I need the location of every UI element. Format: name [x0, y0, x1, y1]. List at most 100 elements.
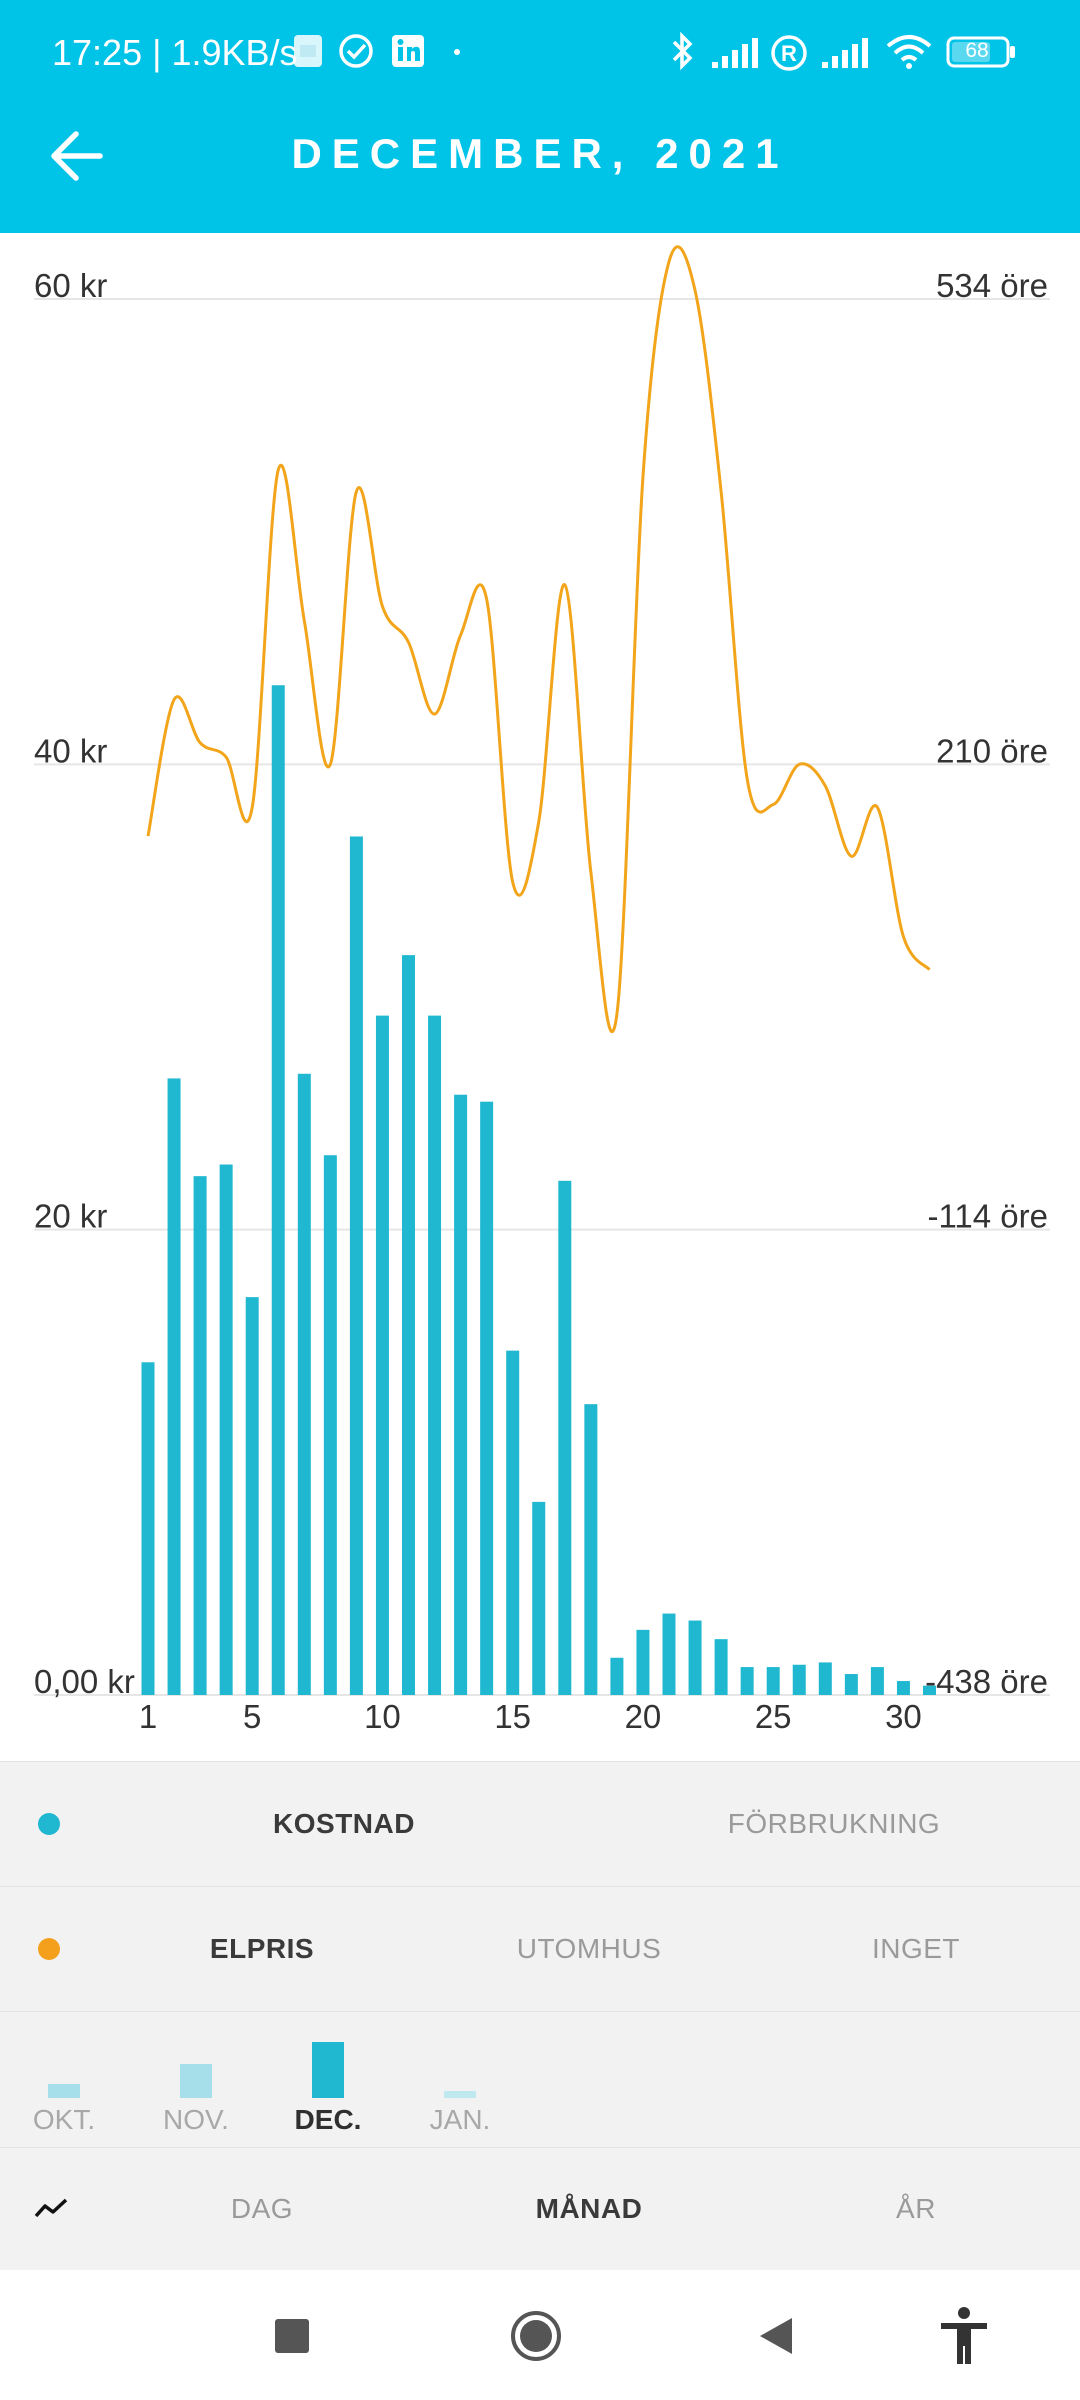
y-right-tick-label: -438 öre [925, 1663, 1048, 1700]
bar-day-2 [167, 1078, 181, 1695]
signal-1-icon [712, 38, 758, 68]
bar-day-6 [271, 685, 285, 1695]
bar-day-16 [532, 1501, 546, 1695]
bar-day-4 [219, 1164, 233, 1695]
back-triangle-icon[interactable] [758, 2316, 794, 2356]
page-title: DECEMBER, 2021 [291, 130, 789, 177]
x-tick-label: 10 [364, 1698, 401, 1735]
wifi-icon [886, 35, 932, 69]
bar-day-29 [870, 1667, 884, 1695]
x-tick-label: 1 [139, 1698, 157, 1735]
overlay-selector: ELPRIS UTOMHUS INGET [0, 1886, 1080, 2011]
month-nov-label: NOV. [163, 2104, 229, 2135]
bar-day-20 [636, 1629, 650, 1695]
bar-day-8 [323, 1155, 337, 1695]
metric-selector: KOSTNAD FÖRBRUKNING [0, 1761, 1080, 1886]
period-selector: DAG MÅNAD ÅR [0, 2147, 1080, 2271]
y-right-tick-label: 210 öre [936, 732, 1048, 769]
chart-area[interactable]: 60 kr 40 kr 20 kr 0,00 kr 534 öre 210 öre -114… [0, 233, 1080, 1760]
bar-day-22 [688, 1620, 702, 1695]
y-left-tick-label: 20 kr [34, 1198, 107, 1235]
option-utomhus[interactable]: UTOMHUS [516, 1933, 662, 1964]
bar-day-9 [349, 836, 363, 1695]
y-left-tick-label: 40 kr [34, 732, 107, 769]
month-okt-label: OKT. [32, 2104, 96, 2135]
accessibility-icon[interactable] [938, 2306, 990, 2366]
option-inget[interactable]: INGET [871, 1933, 961, 1964]
battery-indicator: 68 [946, 36, 1015, 68]
bar-day-7 [297, 1073, 311, 1695]
bar-day-27 [818, 1662, 832, 1695]
system-nav-bar [0, 2270, 1080, 2400]
status-bar: 17:25 | 1.9KB/s [0, 0, 1080, 105]
back-button[interactable] [48, 128, 108, 184]
month-jan-label: JAN. [429, 2104, 491, 2135]
month-nov-bar [180, 2064, 212, 2098]
y-left-tick-label: 0,00 kr [34, 1663, 135, 1700]
bar-day-30 [896, 1681, 910, 1695]
y-right-tick-label: 534 öre [936, 267, 1048, 304]
app-header: 17:25 | 1.9KB/s [0, 0, 1080, 233]
x-tick-label: 30 [885, 1698, 922, 1735]
month-dec[interactable]: DEC. [278, 2012, 378, 2136]
option-forbrukning[interactable]: FÖRBRUKNING [727, 1808, 941, 1839]
elpris-line [146, 245, 931, 1034]
bar-day-23 [714, 1639, 728, 1695]
bar-day-24 [740, 1667, 754, 1695]
x-tick-label: 20 [625, 1698, 662, 1735]
home-circle-icon[interactable] [510, 2310, 562, 2362]
combo-chart[interactable]: 60 kr 40 kr 20 kr 0,00 kr 534 öre 210 öre -114… [0, 233, 1080, 1760]
roaming-icon: R [771, 35, 807, 71]
month-jan-bar [444, 2091, 476, 2098]
bar-day-18 [584, 1404, 598, 1695]
bar-day-15 [506, 1350, 520, 1695]
battery-level: 68 [965, 39, 989, 62]
bar-day-3 [193, 1176, 207, 1695]
option-ar[interactable]: ÅR [896, 2193, 936, 2224]
month-jan[interactable]: JAN. [410, 2012, 510, 2136]
bluetooth-icon [672, 31, 693, 71]
bar-day-11 [402, 955, 415, 1695]
bar-day-5 [245, 1297, 259, 1695]
option-manad[interactable]: MÅNAD [535, 2193, 643, 2224]
x-tick-label: 15 [494, 1698, 531, 1735]
svg-text:R: R [781, 41, 797, 66]
bar-day-26 [792, 1664, 806, 1695]
bar-day-31 [923, 1685, 936, 1695]
gallery-notification-icon [294, 35, 322, 67]
month-dec-label: DEC. [294, 2104, 362, 2135]
month-okt[interactable]: OKT. [14, 2012, 114, 2136]
bar-day-1 [141, 1362, 155, 1695]
bar-day-12 [428, 1015, 442, 1695]
bar-day-10 [375, 1015, 389, 1695]
status-time: 17:25 | 1.9KB/s [52, 32, 298, 73]
x-tick-label: 5 [243, 1698, 261, 1735]
y-right-tick-label: -114 öre [928, 1198, 1048, 1235]
bar-day-17 [558, 1180, 572, 1695]
recents-square-icon[interactable] [274, 2318, 310, 2354]
option-elpris[interactable]: ELPRIS [209, 1933, 315, 1964]
month-selector: OKT. NOV. DEC. JAN. [0, 2011, 1080, 2147]
month-dec-bar [312, 2042, 344, 2098]
signal-2-icon [822, 38, 868, 68]
price-legend-dot [38, 1938, 60, 1960]
x-tick-label: 25 [755, 1698, 792, 1735]
check-circle-icon [339, 34, 373, 68]
trend-line-icon[interactable] [34, 2196, 68, 2220]
bar-day-19 [610, 1657, 624, 1695]
bar-day-28 [844, 1674, 858, 1695]
linkedin-icon [392, 35, 424, 67]
notification-dot-icon [454, 49, 460, 55]
month-nov[interactable]: NOV. [146, 2012, 246, 2136]
arrow-left-icon [51, 131, 103, 181]
battery-icon [946, 36, 1015, 68]
cost-legend-dot [38, 1813, 60, 1835]
bar-day-13 [454, 1094, 468, 1695]
option-dag[interactable]: DAG [230, 2193, 294, 2224]
bar-day-21 [662, 1613, 676, 1695]
option-kostnad[interactable]: KOSTNAD [273, 1808, 415, 1839]
month-okt-bar [48, 2084, 80, 2098]
bar-day-14 [480, 1101, 494, 1695]
y-left-tick-label: 60 kr [34, 267, 107, 304]
bar-day-25 [766, 1667, 780, 1695]
